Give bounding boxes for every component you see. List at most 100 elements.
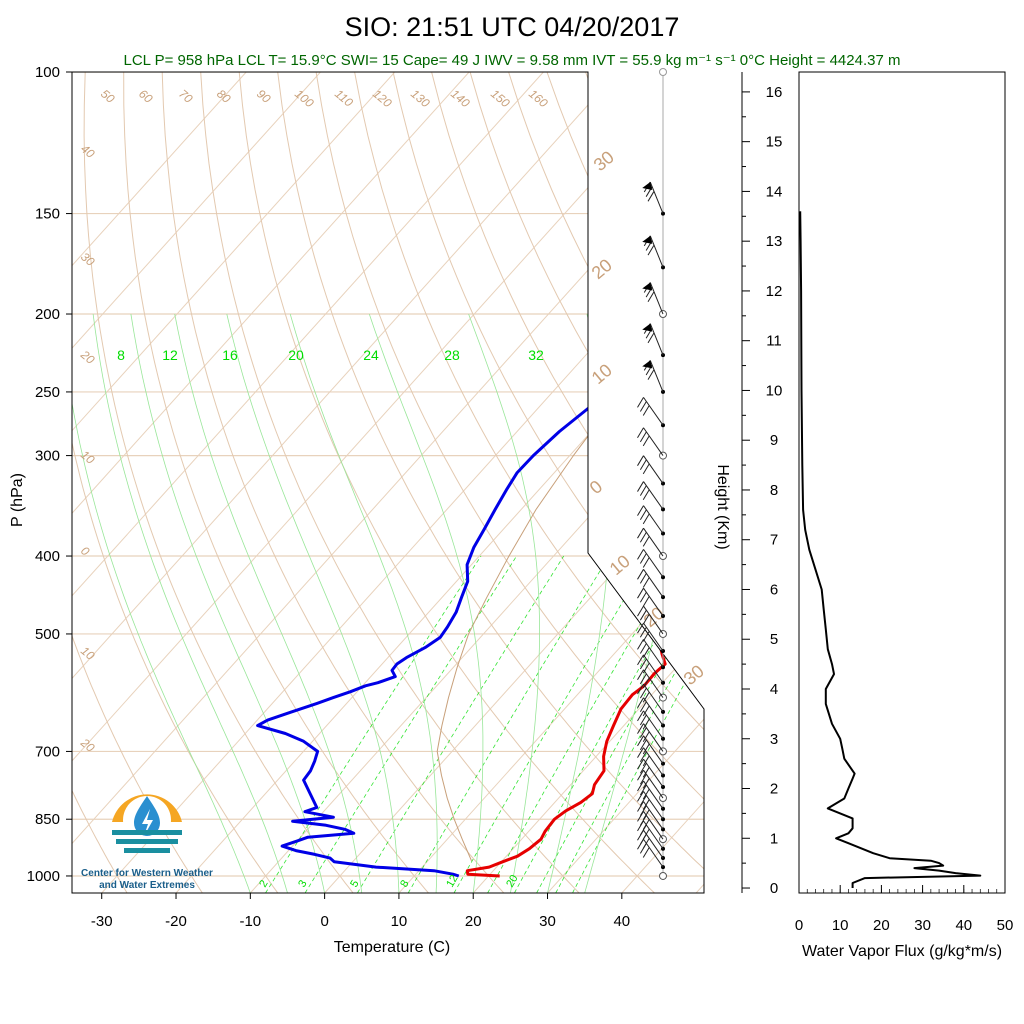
wind-barb-feather	[639, 784, 647, 796]
wind-barb-staff	[643, 397, 664, 426]
wvf-ylabel: Height (Km)	[714, 464, 731, 549]
wind-barb-feather	[647, 332, 655, 344]
wind-barb-feather	[642, 614, 650, 625]
isotherm-line	[72, 72, 544, 893]
height-tick-label: 12	[766, 283, 783, 300]
wind-barb-feather	[639, 762, 647, 774]
wind-barb-feather	[642, 557, 650, 568]
wind-barb-feather	[637, 791, 644, 802]
x-tick-label: 40	[613, 913, 630, 930]
moist-adiabat-line	[72, 313, 251, 893]
wind-barb-feather	[642, 662, 650, 674]
wind-barb-feather	[642, 677, 650, 689]
wind-barb-feather	[637, 758, 644, 770]
wind-barb-staff	[643, 622, 664, 652]
wind-barb-feather	[637, 669, 644, 681]
wind-barb-feather	[637, 427, 644, 438]
cw3e-logo: Center for Western Weather and Water Ext…	[81, 794, 213, 891]
wind-barb-feather	[639, 509, 647, 521]
isotherm-line	[398, 72, 704, 893]
wind-barb-staff	[643, 769, 664, 799]
height-tick-label: 5	[770, 631, 778, 648]
wind-barb-feather	[642, 799, 650, 810]
wind-barb-feather	[639, 459, 647, 471]
dry-adiabat-line	[315, 72, 704, 893]
wind-barb-feather	[637, 683, 644, 695]
mixing-ratio-label: 8	[117, 347, 125, 363]
mixing-ratio-label: 12	[162, 347, 178, 363]
wind-barb-feather	[637, 801, 644, 812]
parcel-profile-line	[436, 104, 704, 862]
wind-barb-feather	[639, 673, 647, 685]
wind-barb-feather	[642, 647, 650, 658]
wind-barb-staff	[643, 780, 664, 810]
mixing-ratio-label: 16	[222, 347, 238, 363]
mixing-ratio-label: 3	[296, 878, 309, 889]
mixing-ratio-label: 8	[398, 878, 411, 889]
height-tick-label: 16	[766, 84, 783, 101]
height-tick-label: 14	[766, 183, 783, 200]
isotherm-line	[72, 72, 321, 893]
wind-barb-feather	[642, 847, 650, 858]
isotherm-line	[547, 72, 704, 893]
wind-barb-feather	[639, 805, 647, 816]
isotherm-line	[101, 72, 704, 893]
wind-barb-staff	[643, 669, 664, 698]
wind-barb-feather	[639, 573, 647, 584]
skew-t-frame	[71, 71, 705, 894]
wind-barb-feather	[639, 609, 647, 621]
wind-barb-feather	[647, 291, 655, 303]
wind-barb-staff	[643, 820, 664, 850]
wind-barb-feather	[639, 626, 647, 638]
mixing-ratio-label: 20	[288, 347, 304, 363]
wind-barb-feather	[639, 751, 647, 763]
wind-barb-staff	[643, 735, 664, 764]
wvf-x-tick-label: 0	[795, 917, 803, 934]
y-tick-label: 1000	[27, 868, 60, 885]
wvf-profile-line	[799, 211, 982, 888]
wind-barb-staff	[643, 811, 664, 840]
wind-barb-feather	[642, 819, 650, 830]
wind-barb-feather	[642, 767, 650, 778]
skew-t-chart: 50 60 70 80 90 100 110 120 130 140 150 160403020100…	[9, 64, 708, 956]
wind-barb-feather	[637, 769, 644, 781]
dry-adiabat-line	[238, 72, 655, 893]
y-tick-label: 700	[35, 743, 60, 760]
wind-barb-feather	[637, 697, 644, 708]
wind-barb-feather	[642, 838, 650, 849]
x-tick-label: -30	[91, 913, 113, 930]
moist-adiabat-line	[226, 313, 400, 893]
wvf-x-tick-label: 30	[914, 917, 931, 934]
wind-barb-feather	[642, 718, 650, 730]
wind-barb-feather	[639, 592, 647, 603]
wind-barb-staff	[643, 605, 664, 635]
wind-barb-feather	[637, 455, 644, 466]
skew-t-axes: -30 -20 -10 0 10 20 30 40 100 150 200 250 300 400 500 7…	[27, 64, 631, 930]
wind-barb-feather	[642, 577, 650, 588]
wind-barb-feather	[637, 780, 644, 792]
wind-barb-staff	[643, 527, 664, 557]
isotherm-line	[72, 72, 619, 893]
height-tick-label: 11	[766, 333, 782, 350]
wind-barb-staff	[643, 654, 664, 684]
dry-adiabat-line	[72, 72, 203, 893]
height-tick-label: 9	[770, 432, 778, 449]
wind-barb-feather	[642, 691, 650, 703]
wind-barb-pennant	[642, 360, 653, 369]
dry-adiabat-line	[123, 72, 429, 893]
isotherm-line	[72, 72, 396, 893]
wind-barb-staff	[643, 549, 664, 578]
wind-barb-feather	[642, 755, 650, 767]
chart-title: SIO: 21:51 UTC 04/20/2017	[345, 12, 680, 42]
mixing-ratio-label: 2	[257, 878, 270, 889]
wind-barb-feather	[639, 739, 647, 751]
mixing-ratio-label: 12	[444, 873, 461, 890]
mixing-ratio-label: 32	[528, 347, 544, 363]
wind-barb-feather	[637, 747, 644, 758]
x-tick-label: 20	[465, 913, 482, 930]
wind-barb-staff	[643, 710, 664, 740]
wind-barb-pennant	[642, 323, 653, 332]
moist-adiabat-line	[289, 313, 438, 893]
wind-barb-pennant	[642, 282, 653, 291]
